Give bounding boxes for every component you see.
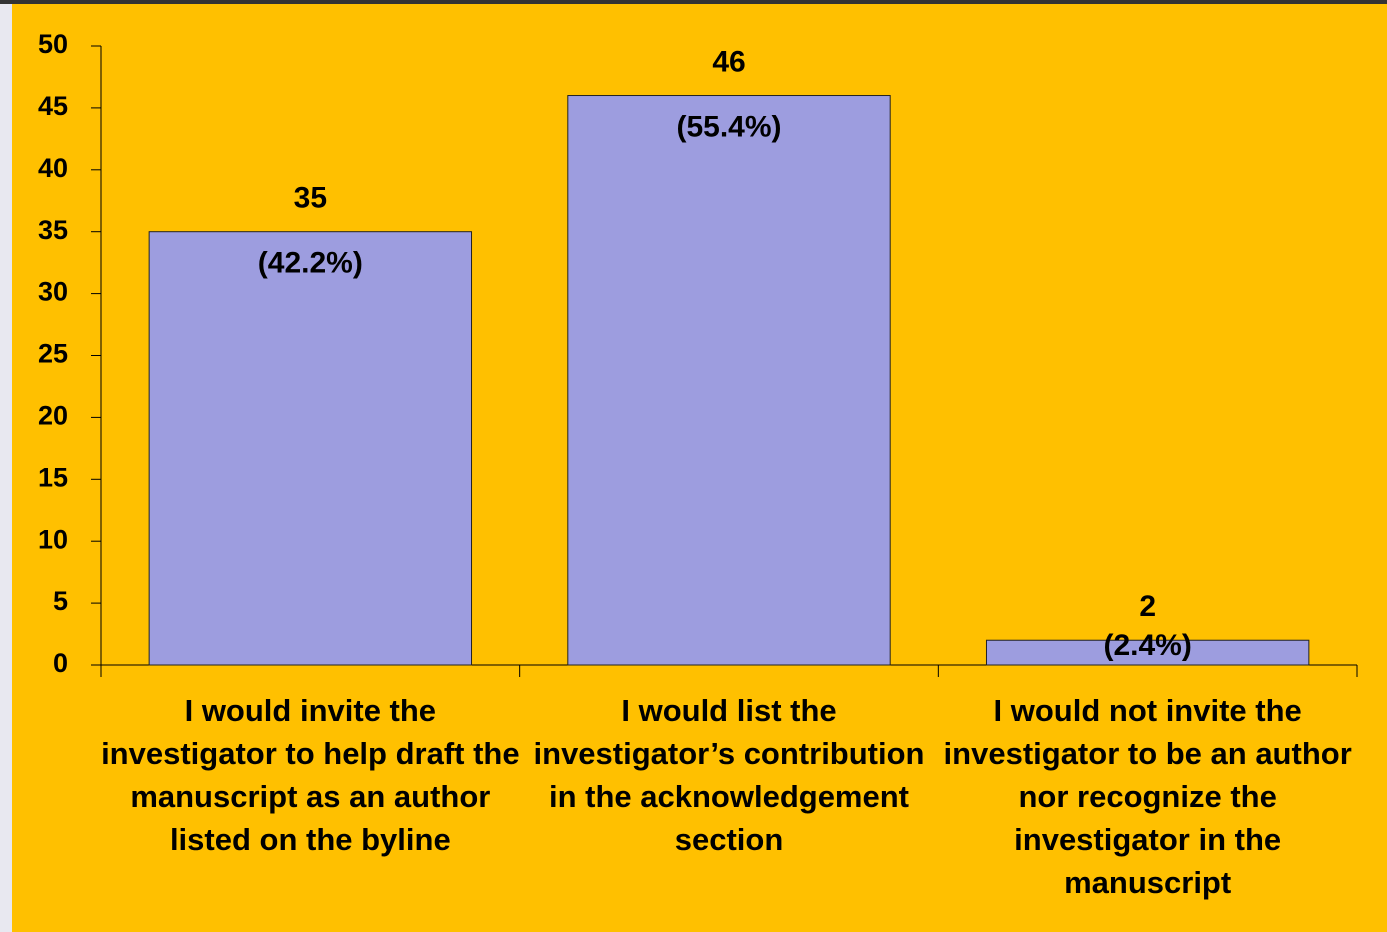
x-tick-label: I would invite the investigator to help … bbox=[101, 693, 520, 857]
y-tick-label: 40 bbox=[38, 153, 68, 183]
y-tick-label: 15 bbox=[38, 462, 68, 492]
x-tick-label: I would not invite the investigator to b… bbox=[943, 693, 1352, 900]
y-tick-label: 5 bbox=[53, 586, 68, 616]
value-label: 46 bbox=[712, 45, 745, 78]
y-tick-label: 35 bbox=[38, 215, 68, 245]
left-strip bbox=[0, 0, 12, 932]
bar bbox=[985, 639, 1310, 666]
y-tick-label: 10 bbox=[38, 524, 68, 554]
bar bbox=[567, 95, 891, 666]
value-label: 2 bbox=[1139, 590, 1156, 623]
bar bbox=[148, 231, 473, 666]
y-tick-label: 0 bbox=[53, 648, 68, 678]
y-tick-label: 45 bbox=[38, 91, 68, 121]
x-tick-label: I would list the investigator’s contribu… bbox=[533, 693, 925, 857]
y-tick-label: 50 bbox=[38, 29, 68, 59]
y-tick-label: 30 bbox=[38, 277, 68, 307]
percent-label: (42.2%) bbox=[258, 247, 363, 280]
y-tick-label: 20 bbox=[38, 401, 68, 431]
top-border bbox=[0, 0, 1387, 4]
percent-label: (2.4%) bbox=[1103, 629, 1191, 662]
y-tick-label: 25 bbox=[38, 339, 68, 369]
percent-label: (55.4%) bbox=[676, 110, 781, 143]
value-label: 35 bbox=[294, 182, 327, 215]
